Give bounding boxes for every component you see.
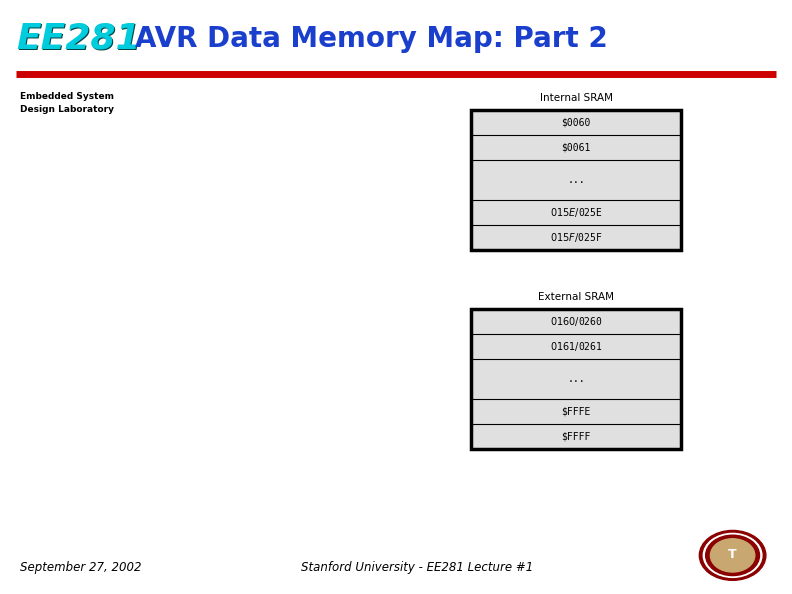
Text: $0160/$0260: $0160/$0260 (550, 315, 603, 328)
Text: $FFFF: $FFFF (562, 432, 591, 441)
Circle shape (703, 533, 762, 577)
Circle shape (699, 530, 766, 580)
Text: $015E/$025E: $015E/$025E (550, 206, 603, 219)
Text: ...: ... (567, 175, 585, 185)
Text: $015F/$025F: $015F/$025F (550, 231, 603, 244)
Text: ...: ... (567, 374, 585, 384)
Text: EE281: EE281 (17, 23, 142, 57)
Text: $FFFE: $FFFE (562, 407, 591, 416)
Text: Stanford University - EE281 Lecture #1: Stanford University - EE281 Lecture #1 (301, 561, 533, 574)
Text: AVR Data Memory Map: Part 2: AVR Data Memory Map: Part 2 (135, 24, 607, 53)
Text: September 27, 2002: September 27, 2002 (20, 561, 141, 574)
Circle shape (706, 535, 760, 576)
Text: External SRAM: External SRAM (539, 292, 614, 302)
Text: $0161/$0261: $0161/$0261 (550, 340, 603, 353)
Text: EE281: EE281 (16, 21, 140, 56)
Bar (471, 309, 681, 449)
Text: Embedded System
Design Laboratory: Embedded System Design Laboratory (20, 92, 114, 113)
Text: Internal SRAM: Internal SRAM (539, 93, 613, 103)
Circle shape (710, 539, 755, 572)
Text: $0060: $0060 (562, 118, 591, 127)
Bar (471, 110, 681, 250)
Text: T: T (729, 548, 737, 561)
Text: $0061: $0061 (562, 143, 591, 152)
